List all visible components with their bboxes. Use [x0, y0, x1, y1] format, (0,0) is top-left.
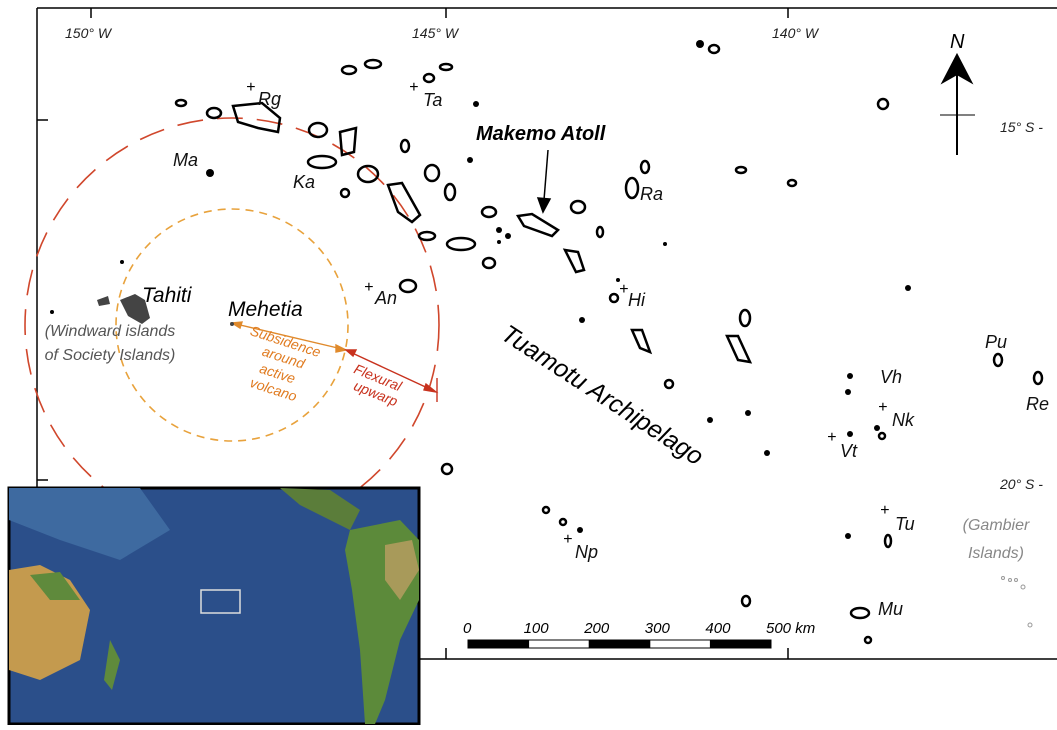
scale-label: 200 — [583, 620, 610, 637]
svg-text:+: + — [827, 429, 836, 446]
island-label: Np — [575, 542, 598, 562]
svg-text:+: + — [409, 79, 418, 96]
makemo-label: Makemo Atoll — [476, 123, 606, 145]
north-label: N — [950, 31, 965, 53]
svg-text:+: + — [563, 531, 572, 548]
island-label: An — [374, 288, 397, 308]
island-label: Ma — [173, 150, 198, 170]
gambier-label: Islands) — [968, 545, 1024, 562]
gambier-label: (Gambier — [963, 517, 1030, 534]
svg-text:+: + — [246, 79, 255, 96]
scale-bar — [468, 640, 771, 648]
island-label: Hi — [628, 290, 646, 310]
island-label: Ta — [423, 90, 442, 110]
scale-label: 0 — [463, 620, 472, 637]
inset-map — [9, 488, 419, 724]
latitude-label: 15° S - — [1000, 119, 1043, 135]
latitude-label: 20° S - — [999, 476, 1043, 492]
windward-label: of Society Islands) — [45, 347, 176, 364]
map: + + + + + + + + 150° W 145° W 140° W 15° S - 20° S… — [0, 0, 1057, 725]
island-label: Vh — [880, 367, 902, 387]
longitude-label: 140° W — [772, 25, 820, 41]
island-label: Pu — [985, 332, 1007, 352]
svg-text:+: + — [364, 279, 373, 296]
tahiti-label: Tahiti — [142, 284, 193, 307]
archipelago-label: Tuamotu Archipelago — [496, 320, 708, 471]
windward-label: (Windward islands — [45, 323, 176, 340]
scale-label: 300 — [645, 620, 671, 637]
makemo-arrow — [538, 150, 550, 212]
island-label: Re — [1026, 394, 1049, 414]
scale-label: 500 km — [766, 620, 815, 637]
island-label: Mu — [878, 599, 903, 619]
island-label: Ra — [640, 184, 663, 204]
mehetia-label: Mehetia — [228, 298, 303, 321]
island-label: Ka — [293, 172, 315, 192]
svg-text:+: + — [880, 502, 889, 519]
svg-text:+: + — [878, 399, 887, 416]
north-arrow — [940, 55, 975, 155]
island-label: Rg — [258, 89, 281, 109]
svg-text:+: + — [619, 281, 628, 298]
scale-label: 400 — [705, 620, 731, 637]
longitude-label: 150° W — [65, 25, 113, 41]
island-label: Nk — [892, 410, 915, 430]
island-label: Tu — [895, 514, 915, 534]
island-label: Vt — [840, 441, 858, 461]
longitude-label: 145° W — [412, 25, 460, 41]
scale-label: 100 — [524, 620, 550, 637]
